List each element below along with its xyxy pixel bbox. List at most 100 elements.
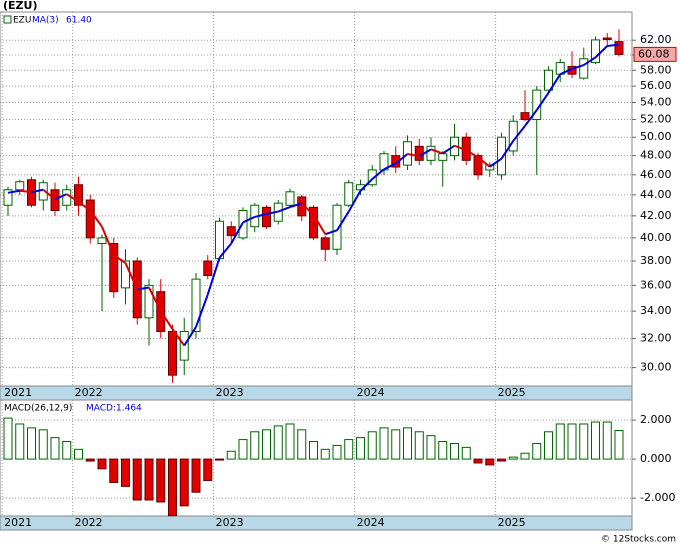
ma-line [336, 211, 350, 231]
ma-line [195, 294, 209, 328]
macd-bar [356, 437, 365, 460]
y-tick-label: 44.00 [640, 188, 672, 201]
candle-body [544, 69, 553, 91]
ma-line [254, 213, 267, 218]
y-tick-label: 62.00 [640, 33, 672, 46]
candle-body [179, 330, 189, 361]
ma-line [559, 68, 573, 76]
legend-value: 61.40 [66, 16, 92, 26]
macd-bar [203, 458, 213, 482]
candle-body [614, 41, 624, 55]
macd-bar [250, 431, 260, 460]
macd-bar [414, 431, 424, 460]
ma-line [77, 200, 91, 212]
macd-bar [391, 429, 401, 460]
candle-body [62, 189, 72, 206]
price-panel [0, 11, 633, 387]
macd-bar [461, 446, 471, 460]
macd-bar [473, 458, 483, 464]
ma-line [230, 221, 244, 245]
ma-line [383, 162, 397, 171]
candle-body [344, 182, 354, 206]
macd-bar [191, 458, 201, 493]
ma-line [547, 73, 562, 94]
candle-body [3, 189, 13, 206]
macd-bar [497, 458, 506, 462]
macd-bar [532, 442, 542, 460]
macd-bar [50, 437, 60, 460]
x-tick-label: 2024 [357, 516, 385, 529]
macd-bar [285, 423, 295, 460]
ma-line [148, 287, 162, 312]
ma-line [218, 242, 233, 259]
macd-bar [602, 421, 612, 460]
macd-bar [591, 421, 600, 460]
candle-body [602, 37, 612, 40]
ma-line [113, 254, 127, 264]
ma-line [54, 193, 68, 201]
y-tick-label: 30.00 [640, 361, 672, 374]
ma-line [89, 209, 103, 228]
macd-bar [121, 458, 130, 487]
macd-bar [3, 417, 13, 460]
x-tick-label: 2023 [216, 516, 244, 529]
candle-body [414, 145, 424, 161]
y-tick-label: 0.000 [640, 452, 672, 465]
last-price-label: 60.08 [638, 47, 670, 60]
macd-bar [179, 458, 189, 507]
candle-body [109, 243, 119, 293]
candle-body [15, 181, 25, 191]
chart-title: (EZU) [3, 0, 37, 12]
macd-bar [520, 452, 530, 460]
ma-line [571, 64, 585, 70]
ma-line [324, 229, 338, 236]
macd-bar [74, 448, 83, 460]
ma-line [312, 214, 327, 235]
macd-bar [132, 458, 142, 501]
candle-body [168, 330, 177, 376]
legend-swatch [3, 15, 12, 24]
footer: © 12Stocks.com [601, 535, 676, 545]
candle-body [226, 226, 236, 237]
macd-bar [485, 458, 495, 466]
ma-line [171, 328, 186, 347]
y-tick-label: 56.00 [640, 79, 672, 92]
last-price-box [633, 46, 677, 62]
candle-body [285, 191, 295, 206]
macd-bar [97, 458, 107, 470]
candle-body [403, 141, 412, 166]
x-axis-strip [0, 515, 633, 531]
ma-line [101, 226, 115, 256]
candle-body [426, 145, 436, 161]
x-tick-label: 2022 [75, 386, 103, 399]
candle-body [320, 237, 330, 250]
ma-line [66, 193, 80, 203]
macd-bar [403, 427, 412, 460]
macd-bar [27, 427, 36, 460]
macd-bar [144, 458, 154, 501]
candle-body [579, 58, 589, 79]
macd-bar [579, 423, 589, 460]
x-tick-label: 2025 [498, 386, 526, 399]
y-tick-label: 36.00 [640, 278, 672, 291]
macd-bar [344, 439, 354, 460]
candle-body [85, 199, 95, 239]
macd-bar [320, 448, 330, 460]
x-tick-label: 2023 [216, 386, 244, 399]
macd-bar [438, 441, 448, 460]
ma-line [407, 153, 420, 158]
ma-line [512, 125, 526, 142]
candle-body [144, 284, 154, 319]
candle-body [367, 169, 377, 186]
y-tick-label: 32.00 [640, 331, 672, 344]
candle-body [74, 184, 83, 206]
macd-bar [544, 431, 553, 460]
macd-bar [567, 423, 577, 460]
macd-bar [168, 458, 177, 517]
ma-line [359, 178, 373, 192]
macd-bar [38, 429, 48, 460]
ma-line [7, 189, 20, 194]
macd-bar [309, 441, 318, 460]
